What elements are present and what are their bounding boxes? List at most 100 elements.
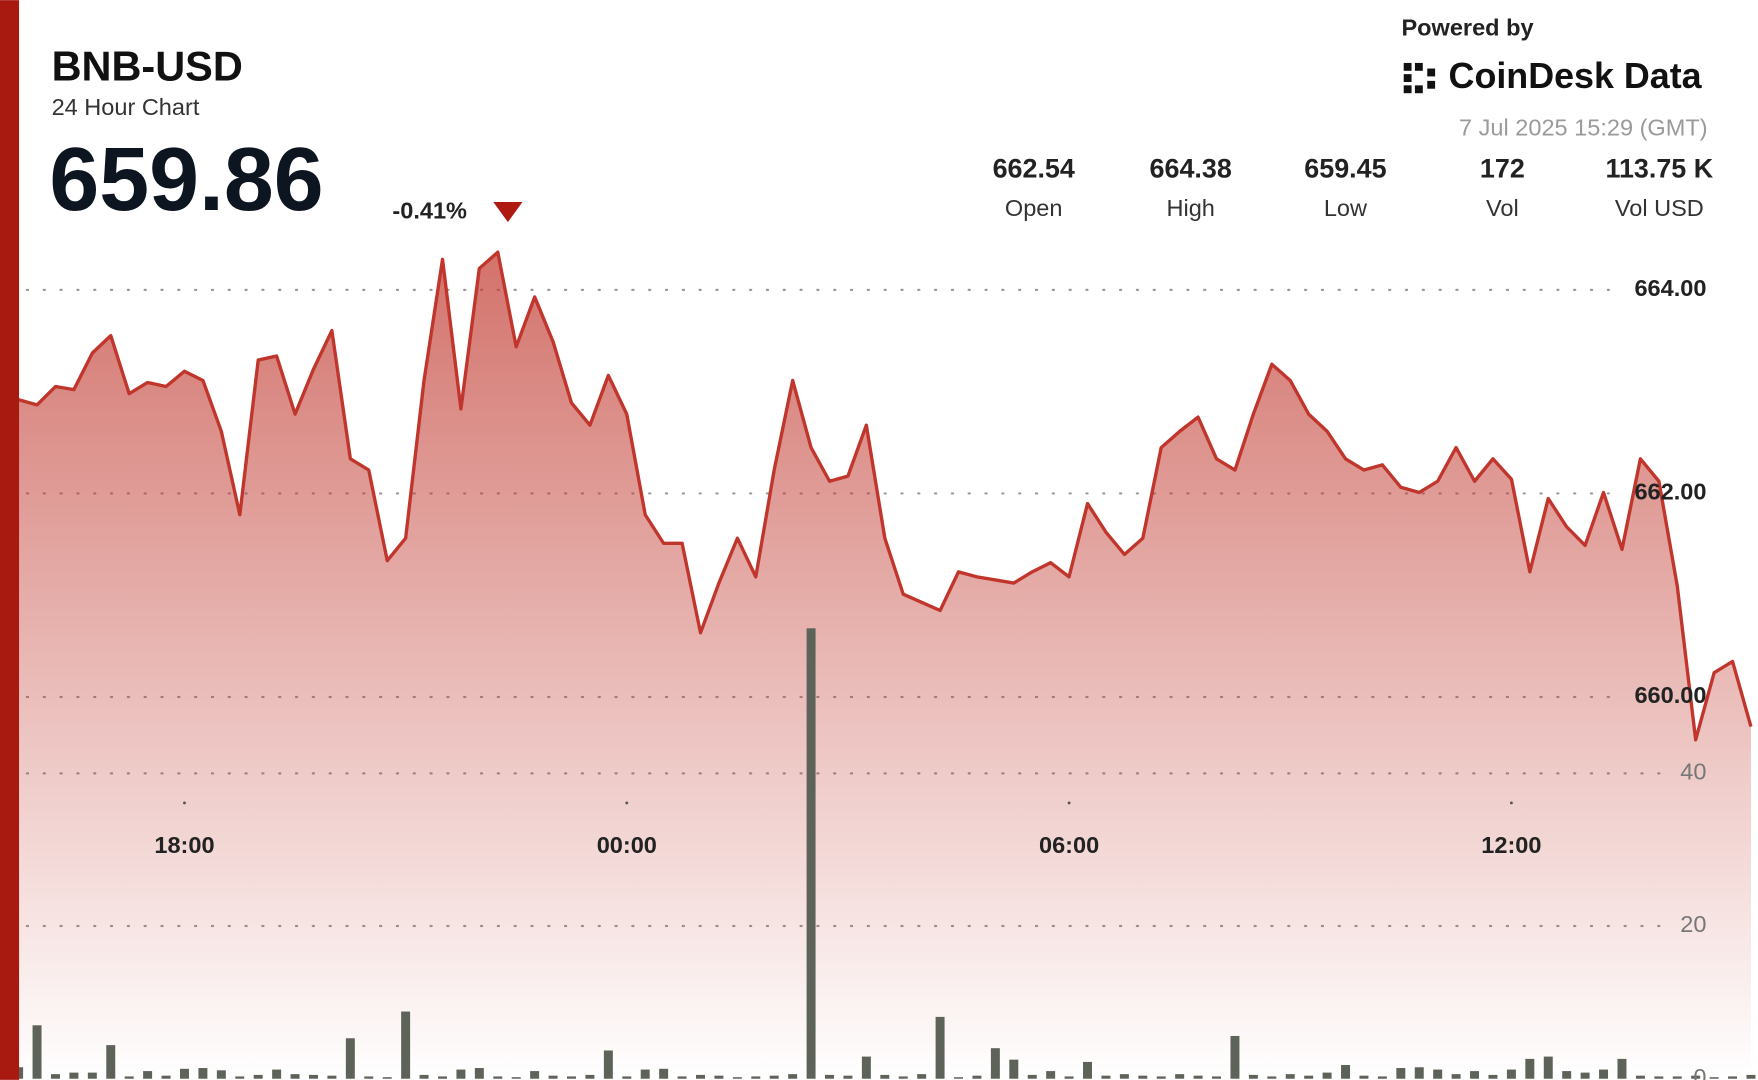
volume-bar (235, 1076, 245, 1079)
stat-label: Vol USD (1615, 195, 1704, 221)
volume-bar (1617, 1058, 1627, 1079)
volume-bar (345, 1038, 355, 1079)
volume-bar (1470, 1071, 1480, 1079)
volume-bar (567, 1076, 576, 1079)
volume-bar (179, 1068, 189, 1079)
x-tick-label: 06:00 (1039, 832, 1099, 858)
plot-area (14, 250, 1756, 1079)
volume-bar (1175, 1074, 1185, 1079)
x-tick-label: 18:00 (154, 832, 214, 858)
volume-bar (1672, 1076, 1682, 1079)
volume-bar (1212, 1076, 1222, 1079)
volume-bar (1635, 1075, 1645, 1079)
volume-bar (1599, 1069, 1609, 1079)
volume-bar (603, 1050, 613, 1079)
volume-bar (788, 1074, 798, 1079)
volume-bar (1506, 1069, 1516, 1079)
stat-label: Low (1324, 195, 1368, 221)
volume-bar (972, 1075, 982, 1079)
volume-bar (1580, 1072, 1590, 1079)
volume-bar (1728, 1076, 1738, 1079)
volume-bar (1322, 1072, 1332, 1079)
volume-bar (69, 1072, 79, 1079)
volume-bar (438, 1076, 447, 1079)
volume-bar (1562, 1071, 1572, 1079)
stat-label: Vol (1486, 195, 1519, 221)
volume-bar (1119, 1074, 1129, 1079)
volume-bar (990, 1048, 1000, 1079)
volume-bar (1691, 1075, 1701, 1079)
volume-bar (825, 1074, 834, 1079)
price-line (18, 250, 1753, 742)
x-tick-label: 00:00 (597, 832, 657, 858)
volume-bar (1341, 1064, 1351, 1079)
volume-bar (1248, 1074, 1258, 1079)
volume-bar (272, 1069, 282, 1079)
stat-value: 662.54 (993, 154, 1075, 184)
volume-bar (714, 1075, 724, 1079)
y2-tick-label: 20 (1680, 911, 1706, 937)
subtitle: 24 Hour Chart (52, 94, 200, 120)
y2-tick-label: 0 (1693, 1064, 1706, 1080)
volume-bar (474, 1068, 484, 1079)
y-tick-label: 664.00 (1634, 275, 1706, 301)
volume-bar (1746, 1074, 1756, 1079)
volume-bar (308, 1074, 318, 1079)
volume-bar (1359, 1075, 1369, 1079)
stat-value: 659.45 (1304, 154, 1386, 184)
stat-value: 172 (1480, 154, 1525, 184)
volume-bar (364, 1076, 374, 1079)
brand-name: CoinDesk Data (1449, 56, 1703, 96)
current-price: 659.86 (49, 130, 323, 230)
volume-bar (861, 1056, 871, 1079)
x-tick-label: 12:00 (1481, 832, 1541, 858)
volume-bar (1064, 1076, 1074, 1079)
volume-bar (32, 1025, 42, 1079)
volume-bar (659, 1068, 669, 1079)
volume-bar (696, 1074, 705, 1079)
volume-bar (1083, 1061, 1093, 1079)
volume-bar (806, 628, 816, 1079)
volume-bar (161, 1075, 171, 1079)
volume-bar (87, 1072, 97, 1079)
volume-bar (143, 1071, 153, 1079)
volume-bar (198, 1068, 208, 1079)
accent-bar (0, 0, 20, 1080)
volume-bar (732, 1077, 742, 1079)
volume-bar (511, 1077, 521, 1079)
volume-bar (769, 1075, 779, 1079)
volume-bar (1285, 1074, 1295, 1079)
volume-bar (290, 1074, 300, 1079)
y2-tick-label: 40 (1680, 759, 1706, 785)
volume-bar (216, 1070, 226, 1079)
volume-bar (954, 1077, 963, 1079)
volume-bar (1027, 1074, 1037, 1079)
volume-bar (1543, 1056, 1553, 1079)
volume-bar (253, 1074, 263, 1079)
volume-bar (401, 1011, 411, 1079)
timestamp: 7 Jul 2025 15:29 (GMT) (1459, 114, 1708, 140)
volume-bar (50, 1074, 60, 1079)
stat-value: 664.38 (1150, 154, 1232, 184)
volume-bar (1304, 1075, 1314, 1079)
x-tick-mark (625, 801, 629, 805)
x-tick-mark (1067, 801, 1071, 805)
volume-bar (585, 1074, 595, 1079)
volume-bar (1377, 1076, 1387, 1079)
volume-bar (1009, 1059, 1019, 1079)
volume-bar (640, 1069, 650, 1079)
y-tick-label: 662.00 (1634, 479, 1706, 505)
volume-bar (1230, 1035, 1240, 1079)
title: BNB-USD (52, 43, 243, 90)
brand-logo (1403, 62, 1436, 94)
stats: 662.54 Open 664.38 High 659.45 Low 172 Vol 113.7… (993, 154, 1714, 221)
volume-bar (327, 1075, 337, 1079)
volume-bar (1414, 1067, 1424, 1079)
volume-bar (1433, 1069, 1443, 1079)
volume-bar (124, 1076, 134, 1079)
volume-bar (677, 1076, 687, 1079)
volume-bar (548, 1075, 558, 1079)
volume-bar (1451, 1074, 1461, 1079)
